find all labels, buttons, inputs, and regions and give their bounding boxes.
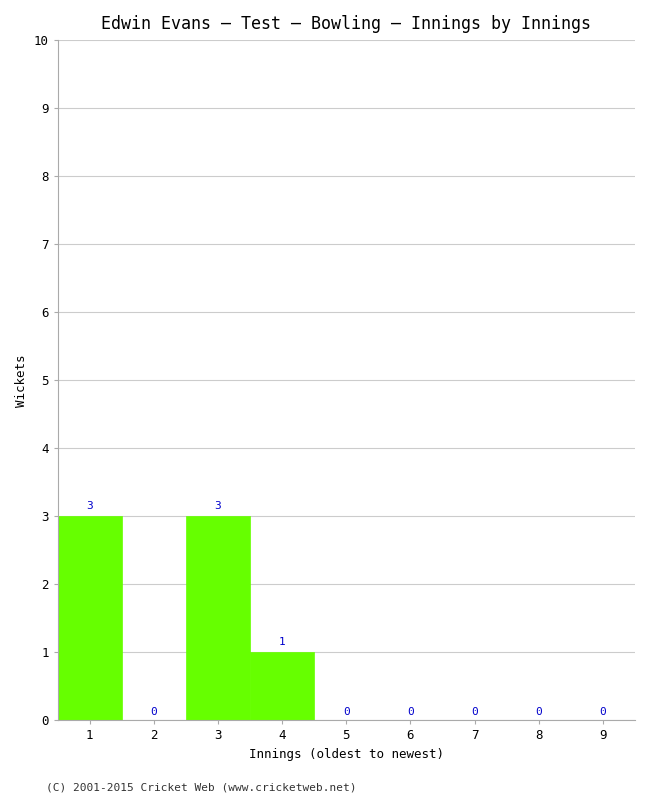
Text: 3: 3 <box>214 501 222 511</box>
Y-axis label: Wickets: Wickets <box>15 354 28 406</box>
Text: (C) 2001-2015 Cricket Web (www.cricketweb.net): (C) 2001-2015 Cricket Web (www.cricketwe… <box>46 782 356 792</box>
X-axis label: Innings (oldest to newest): Innings (oldest to newest) <box>249 748 444 761</box>
Text: 0: 0 <box>536 707 542 717</box>
Bar <box>250 652 314 721</box>
Text: 1: 1 <box>279 637 285 647</box>
Bar <box>186 516 250 721</box>
Text: 0: 0 <box>343 707 350 717</box>
Bar <box>58 516 122 721</box>
Text: 0: 0 <box>471 707 478 717</box>
Title: Edwin Evans – Test – Bowling – Innings by Innings: Edwin Evans – Test – Bowling – Innings b… <box>101 15 592 33</box>
Text: 0: 0 <box>150 707 157 717</box>
Text: 3: 3 <box>86 501 93 511</box>
Text: 0: 0 <box>407 707 414 717</box>
Text: 0: 0 <box>599 707 606 717</box>
